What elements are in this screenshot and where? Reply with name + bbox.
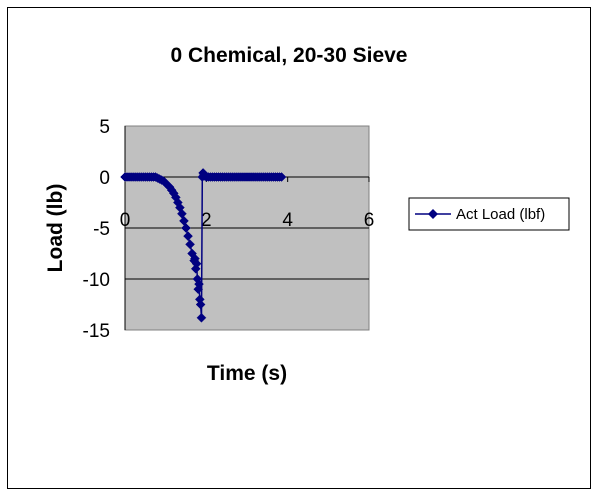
data-point-0-42 bbox=[195, 299, 206, 310]
x-tick-label-1: 2 bbox=[201, 210, 212, 231]
y-tick-label-1: 0 bbox=[99, 168, 110, 189]
data-point-0-37 bbox=[191, 258, 202, 269]
data-point-0-40 bbox=[194, 279, 204, 289]
series-layer bbox=[120, 168, 287, 323]
data-point-0-43 bbox=[196, 312, 207, 323]
data-point-0-85 bbox=[276, 172, 287, 182]
y-tick-label-3: -10 bbox=[83, 270, 110, 291]
x-tick-label-3: 6 bbox=[364, 210, 375, 231]
data-point-0-30 bbox=[181, 223, 191, 233]
y-tick-label-2: -5 bbox=[93, 219, 110, 240]
legend-series-marker bbox=[428, 209, 438, 219]
legend-series-label: Act Load (lbf) bbox=[456, 206, 545, 223]
y-axis-title: Load (lb) bbox=[44, 184, 67, 273]
y-tick-label-0: 5 bbox=[99, 117, 110, 138]
x-axis-title: Time (s) bbox=[207, 362, 287, 385]
legend: Act Load (lbf) bbox=[408, 197, 570, 231]
data-point-0-31 bbox=[183, 231, 193, 242]
data-point-0-32 bbox=[185, 239, 195, 250]
y-tick-labels: 5 0 -5 -10 -15 bbox=[83, 117, 110, 342]
y-tick-label-4: -15 bbox=[83, 321, 110, 342]
x-tick-label-2: 4 bbox=[282, 210, 293, 231]
chart-title: 0 Chemical, 20-30 Sieve bbox=[171, 44, 408, 67]
